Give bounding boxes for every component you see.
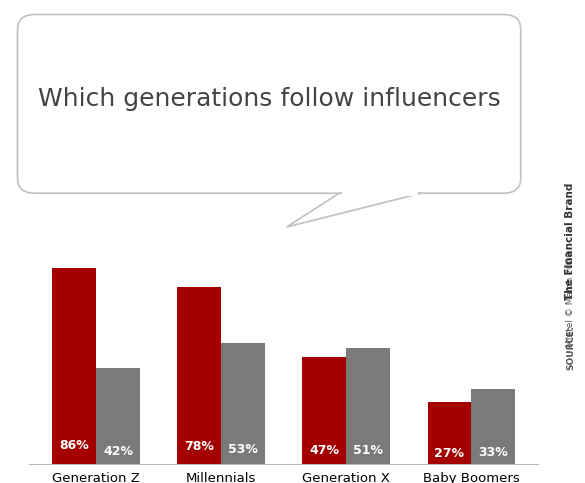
Text: Mintel © March 2020: Mintel © March 2020 (566, 252, 575, 347)
Text: 27%: 27% (435, 447, 464, 460)
Bar (221, 343, 265, 464)
Text: 42%: 42% (103, 445, 133, 458)
Bar (96, 369, 140, 464)
Bar (346, 348, 390, 464)
Text: 33%: 33% (479, 446, 508, 459)
Text: 47%: 47% (309, 444, 339, 457)
Text: 51%: 51% (353, 444, 383, 457)
Legend: Influencers, Brands: Influencers, Brands (26, 157, 247, 181)
Bar (53, 269, 96, 464)
Text: 78%: 78% (184, 440, 214, 453)
Text: SOURCE:: SOURCE: (566, 326, 575, 370)
Bar (472, 389, 515, 464)
Text: The Financial Brand: The Financial Brand (565, 183, 576, 300)
Text: 86%: 86% (60, 439, 89, 452)
Bar (302, 357, 346, 464)
Bar (177, 286, 221, 464)
Text: Which generations follow influencers: Which generations follow influencers (37, 87, 501, 111)
Bar (428, 402, 472, 464)
Text: 53%: 53% (228, 443, 258, 456)
